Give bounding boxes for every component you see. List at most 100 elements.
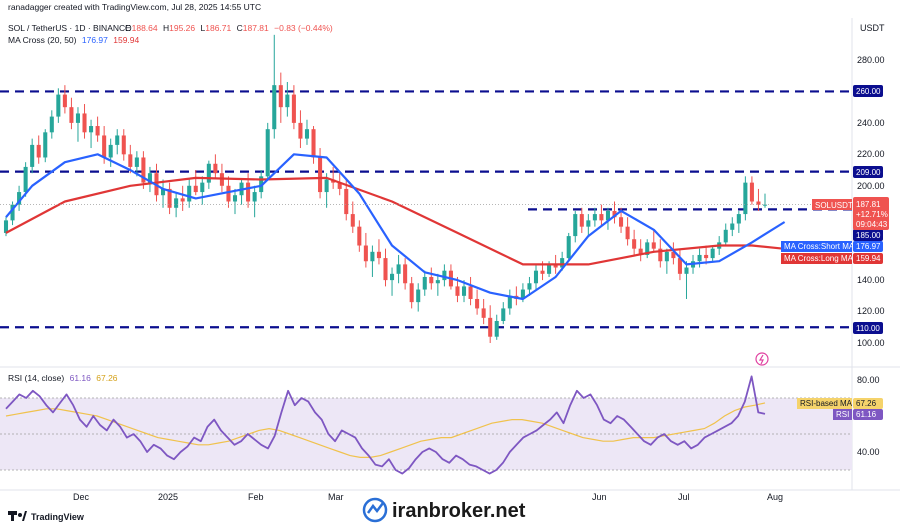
candle-body [56,94,61,117]
level-209-label: 209.00 [856,168,881,177]
candle-body [298,122,303,139]
candle-body [494,320,499,337]
candle-body [677,258,682,274]
candle-body [161,188,166,196]
long-ma-label-box [781,253,852,264]
price-tick-280: 280.00 [857,55,885,65]
candle-body [193,185,198,193]
candle-body [23,166,28,193]
time-tick-feb: Feb [248,492,264,502]
watermark-text: iranbroker.net [392,500,526,522]
level-209-tag [853,166,883,178]
candle-body [409,283,414,303]
candle-body [736,214,741,224]
iranbroker-logo-icon [362,497,388,523]
candle-body [278,85,283,108]
price-tick-100: 100.00 [857,338,885,348]
candle-body [762,204,768,206]
candle-body [390,273,395,281]
price-tag-symbol-box [812,199,852,210]
ma-cross-line[interactable]: MA Cross (20, 50) 176.97 159.94 [8,35,140,45]
price-tag-symbol: SOLUSDT [815,201,853,210]
candle-body [638,248,643,255]
candle-body [69,107,74,123]
time-tick-mar: Mar [328,492,344,502]
candle-body [592,214,597,221]
candle-body [488,317,493,337]
candle-body [232,195,238,202]
candle-body [383,258,388,281]
candles [3,34,768,343]
level-185-tag [853,229,883,241]
rsi-tick-40: 40.00 [857,447,880,457]
short-ma-label-box [781,241,852,252]
price-tag-price: 187.81 [856,200,881,209]
long-ma-line [5,176,785,266]
candle-body [704,254,709,259]
price-tick-200: 200.00 [857,181,885,191]
candle-body [520,289,525,299]
candle-body [108,144,113,158]
candle-body [141,157,146,183]
candle-body [749,182,754,202]
rsi-label: RSI [836,410,849,419]
candle-body [115,135,120,145]
rsi-ma-value-box [853,398,883,409]
candle-body [370,251,375,262]
candle-body [252,192,257,202]
candle-body [121,135,126,155]
candle-body [10,204,15,221]
candle-body [697,254,702,262]
candle-body [416,289,421,303]
candle-body [743,182,748,215]
short-ma-value: 176.97 [856,242,881,251]
currency-label: USDT [860,23,885,33]
price-pane[interactable] [0,18,852,366]
candle-body [265,129,270,177]
candle-body [461,286,467,296]
candle-body [285,94,290,108]
level-110-label: 110.00 [856,324,880,333]
candle-body [605,210,610,221]
candle-body [599,214,604,221]
candle-body [272,85,277,130]
rsi-line [5,375,766,475]
long-ma-value: 159.94 [856,254,881,263]
candle-body [49,116,54,133]
candle-body [586,220,591,227]
candle-body [481,308,486,318]
level-260-tag [853,85,883,97]
candle-body [363,245,368,262]
rsi-tick-80: 80.00 [857,375,880,385]
candle-body [475,298,480,309]
candle-body [730,223,735,230]
alert-clock-icon[interactable] [755,352,769,366]
candle-body [174,198,179,208]
rsi-ma-label: RSI-based MA [800,399,853,408]
long-ma-label: MA Cross:Long MA [784,254,854,263]
price-tick-120: 120.00 [857,306,885,316]
rsi-ma-label-box [797,398,852,409]
candle-body [710,248,715,259]
rsi-header[interactable]: RSI (14, close) 61.16 67.26 [8,373,118,383]
candle-body [180,198,185,202]
candle-body [291,94,296,123]
candle-body [226,185,231,202]
candle-body [36,144,41,158]
candle-body [82,113,87,133]
candle-body [102,135,107,158]
candle-body [213,163,218,174]
price-tag-countdown: 09:04:43 [856,220,888,229]
time-tick-jul: Jul [678,492,690,502]
candle-body [501,308,506,321]
price-tag-box [853,197,889,230]
level-110-tag [853,322,883,334]
candle-body [311,129,316,158]
candle-body [147,173,152,183]
candle-body [756,201,761,205]
candle-body [612,210,617,218]
candle-body [344,188,349,215]
candle-body [422,276,427,290]
candle-body [324,179,329,193]
